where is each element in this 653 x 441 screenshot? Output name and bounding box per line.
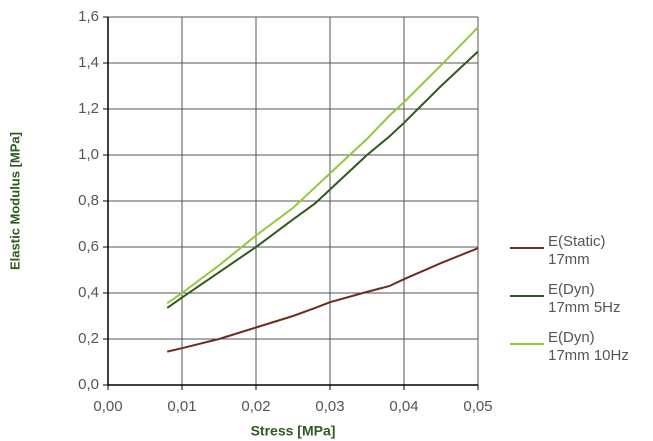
x-tick-label: 0,04 bbox=[389, 398, 418, 415]
legend-entry: E(Dyn) 17mm 10Hz bbox=[510, 329, 632, 365]
legend-label: E(Dyn) 17mm 5Hz bbox=[548, 281, 621, 316]
y-tick-label: 0,4 bbox=[78, 284, 99, 301]
y-tick-label: 1,4 bbox=[78, 54, 99, 71]
x-tick-label: 0,02 bbox=[241, 398, 270, 415]
legend-swatch bbox=[510, 343, 544, 345]
y-tick-label: 0,0 bbox=[78, 376, 99, 393]
y-tick-label: 1,2 bbox=[78, 100, 99, 117]
y-tick-label: 0,8 bbox=[78, 192, 99, 209]
line-series bbox=[166, 247, 479, 353]
y-tick-label: 1,6 bbox=[78, 8, 99, 25]
x-tick-label: 0,05 bbox=[463, 398, 492, 415]
legend-swatch bbox=[510, 295, 544, 297]
legend-entry: E(Static) 17mm bbox=[510, 233, 632, 269]
legend-entry: E(Dyn) 17mm 5Hz bbox=[510, 281, 632, 317]
legend-label: E(Dyn) 17mm 10Hz bbox=[548, 329, 629, 364]
y-tick-label: 1,0 bbox=[78, 146, 99, 163]
legend-label: E(Static) 17mm bbox=[548, 233, 606, 268]
x-tick-label: 0,00 bbox=[93, 398, 122, 415]
line-series bbox=[166, 26, 479, 305]
x-tick-label: 0,01 bbox=[167, 398, 196, 415]
x-axis-label: Stress [MPa] bbox=[251, 423, 336, 439]
y-tick-label: 0,2 bbox=[78, 330, 99, 347]
y-tick-label: 0,6 bbox=[78, 238, 99, 255]
y-axis-label: Elastic Modulus [MPa] bbox=[7, 132, 22, 270]
legend-swatch bbox=[510, 247, 544, 249]
x-tick-label: 0,03 bbox=[315, 398, 344, 415]
line-series bbox=[166, 50, 479, 309]
